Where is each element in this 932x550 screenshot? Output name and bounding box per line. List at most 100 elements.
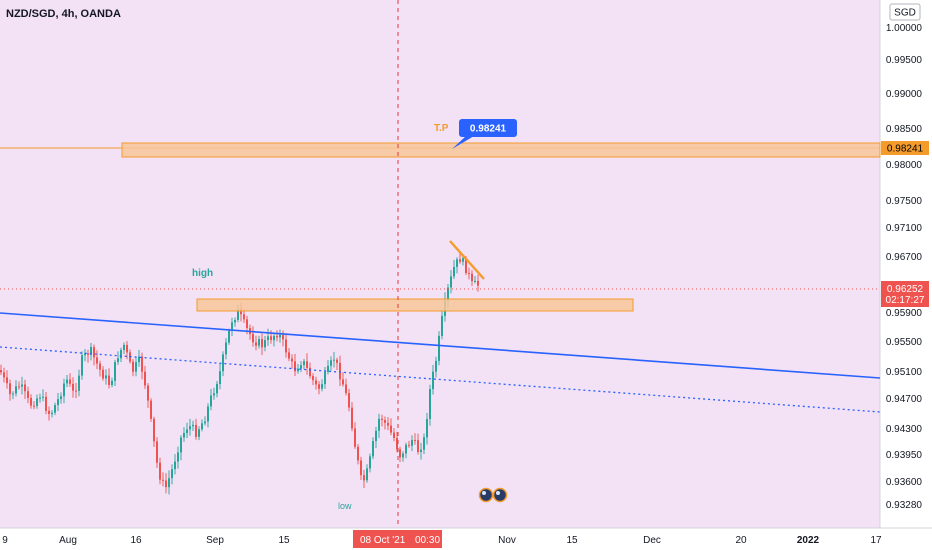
candle-body [138,356,140,363]
candle-body [321,384,323,389]
y-tick-label: 0.97100 [886,223,923,234]
candle-body [426,419,428,438]
candle-body [45,396,47,411]
candle-body [207,406,209,422]
candle-body [471,273,473,282]
event-icon[interactable] [478,487,494,503]
candle-body [168,478,170,488]
x-tick-label: Sep [206,535,224,546]
event-icon[interactable] [492,487,508,503]
candle-body [270,336,272,341]
candle-body [198,429,200,437]
tp-callout-box [459,119,517,137]
candle-body [366,468,368,481]
candle-body [447,287,449,301]
candle-body [255,342,257,346]
price-scale-background [880,0,932,528]
candle-body [420,449,422,452]
candle-body [315,380,317,385]
candle-body [381,418,383,420]
candle-body [192,424,194,427]
candle-body [162,479,164,481]
event-icons[interactable] [478,487,508,503]
candle-body [9,383,11,395]
candle-body [435,360,437,372]
y-tick-label: 0.96700 [886,252,923,263]
time-scale-background [0,528,932,550]
candle-body [24,384,26,392]
candle-body [18,386,20,388]
candle-body [405,444,407,454]
candle-body [285,339,287,353]
candle-body [99,363,101,370]
candle-body [261,339,263,348]
candle-body [0,370,2,373]
candle-body [333,359,335,361]
y-tick-label: 0.98500 [886,124,923,135]
y-tick-label: 0.93950 [886,450,923,461]
candle-body [252,333,254,343]
tp-price-badge [881,141,929,155]
candle-body [372,441,374,457]
candle-body [456,259,458,267]
x-tick-label: Nov [498,535,516,546]
tp-label: T.P [434,123,449,134]
candle-body [411,440,413,446]
candle-body [105,375,107,379]
candle-body [354,428,356,447]
currency-button-label[interactable]: SGD [894,8,916,19]
x-tick-label: 9 [2,535,8,546]
candle-body [303,361,305,366]
candle-body [126,344,128,353]
candle-body [159,462,161,480]
x-tick-label: 15 [278,535,290,546]
candle-body [93,347,95,358]
candle-body [273,335,275,341]
candle-body [78,375,80,391]
candle-body [297,368,299,372]
candle-body [87,353,89,355]
event-icon-highlight [482,491,486,495]
candle-body [312,376,314,381]
candle-body [453,267,455,277]
candle-body [432,371,434,390]
currency-button[interactable] [889,3,921,21]
candle-body [60,396,62,400]
candle-body [102,369,104,379]
candle-body [30,397,32,406]
x-tick-label: 16 [130,535,142,546]
candle-body [477,280,479,286]
candle-body [225,342,227,355]
x-tick-label: 20 [735,535,747,546]
candle-body [201,423,203,430]
candle-body [195,424,197,437]
y-tick-label: 0.95100 [886,367,923,378]
y-tick-label: 0.99500 [886,55,923,66]
candle-body [141,356,143,372]
low-label: low [338,501,352,511]
candle-body [33,405,35,407]
candle-body [96,357,98,364]
candle-body [21,384,23,387]
y-tick-label: 0.95500 [886,337,923,348]
candle-body [417,440,419,452]
y-tick-label: 0.99000 [886,89,923,100]
y-tick-label: 0.97500 [886,196,923,207]
candle-body [63,383,65,397]
candle-body [69,379,71,384]
candle-body [237,309,239,320]
candle-body [309,367,311,377]
candle-body [57,399,59,406]
candle-body [399,449,401,458]
candle-body [135,362,137,372]
y-tick-label: 0.93280 [886,500,923,511]
candle-body [72,383,74,391]
crosshair-date-badge [353,530,442,548]
candle-body [54,405,56,413]
y-tick-label: 0.94700 [886,394,923,405]
candle-body [450,276,452,288]
candle-body [132,361,134,372]
candle-body [186,429,188,434]
candle-body [414,440,416,441]
candle-body [90,347,92,355]
